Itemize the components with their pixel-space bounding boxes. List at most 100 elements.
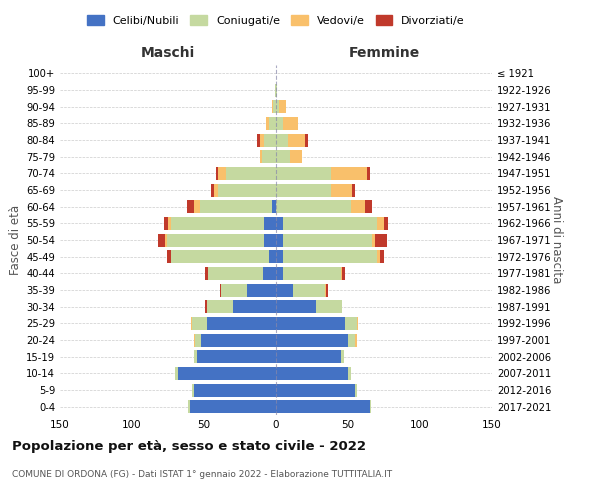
Bar xyxy=(276,384,355,396)
Bar xyxy=(205,267,208,280)
Bar xyxy=(276,184,331,196)
Bar xyxy=(348,367,351,380)
Bar xyxy=(377,250,380,263)
Bar xyxy=(377,217,384,230)
Bar xyxy=(273,100,276,113)
Bar xyxy=(167,250,171,263)
Bar xyxy=(263,267,276,280)
Bar xyxy=(211,184,214,196)
Bar xyxy=(283,267,341,280)
Text: Popolazione per età, sesso e stato civile - 2022: Popolazione per età, sesso e stato civil… xyxy=(12,440,366,453)
Bar xyxy=(265,134,276,146)
Bar xyxy=(283,234,373,246)
Bar xyxy=(276,217,283,230)
Bar xyxy=(367,167,370,180)
Bar xyxy=(272,100,273,113)
Bar xyxy=(276,84,277,96)
Bar xyxy=(276,334,348,346)
Text: COMUNE DI ORDONA (FG) - Dati ISTAT 1° gennaio 2022 - Elaborazione TUTTITALIA.IT: COMUNE DI ORDONA (FG) - Dati ISTAT 1° ge… xyxy=(12,470,392,479)
Bar xyxy=(276,367,348,380)
Bar xyxy=(200,200,272,213)
Bar xyxy=(276,117,283,130)
Bar xyxy=(194,200,200,213)
Bar xyxy=(326,284,328,296)
Bar xyxy=(201,334,276,346)
Bar xyxy=(275,84,276,96)
Bar xyxy=(191,317,193,330)
Bar xyxy=(341,267,342,280)
Bar xyxy=(165,234,167,246)
Text: Maschi: Maschi xyxy=(141,46,195,60)
Bar xyxy=(260,150,262,163)
Bar xyxy=(287,134,305,146)
Bar xyxy=(214,184,218,196)
Bar xyxy=(257,134,260,146)
Bar xyxy=(331,167,367,180)
Bar xyxy=(279,100,286,113)
Bar xyxy=(265,234,276,246)
Bar xyxy=(178,367,276,380)
Bar xyxy=(196,334,201,346)
Bar xyxy=(348,334,355,346)
Bar xyxy=(266,117,269,130)
Bar xyxy=(194,350,197,363)
Bar xyxy=(193,317,207,330)
Bar xyxy=(276,350,341,363)
Bar xyxy=(190,400,276,413)
Bar xyxy=(276,100,279,113)
Bar xyxy=(376,234,387,246)
Bar xyxy=(269,117,276,130)
Bar xyxy=(269,250,276,263)
Bar xyxy=(373,234,376,246)
Bar xyxy=(290,150,302,163)
Bar xyxy=(265,217,276,230)
Bar xyxy=(370,400,371,413)
Bar xyxy=(355,334,356,346)
Bar xyxy=(352,184,355,196)
Bar xyxy=(247,284,276,296)
Bar xyxy=(316,300,342,313)
Bar xyxy=(194,384,276,396)
Bar xyxy=(293,284,325,296)
Bar xyxy=(380,250,384,263)
Bar xyxy=(356,317,358,330)
Bar xyxy=(283,117,298,130)
Bar xyxy=(276,200,351,213)
Bar xyxy=(194,334,196,346)
Bar xyxy=(188,400,190,413)
Bar xyxy=(260,134,265,146)
Bar xyxy=(272,200,276,213)
Bar xyxy=(384,217,388,230)
Bar xyxy=(355,384,356,396)
Bar xyxy=(208,267,263,280)
Bar xyxy=(187,200,194,213)
Bar xyxy=(276,250,283,263)
Bar xyxy=(262,150,276,163)
Bar xyxy=(351,200,365,213)
Bar xyxy=(276,284,293,296)
Bar xyxy=(365,200,373,213)
Bar xyxy=(221,284,247,296)
Bar xyxy=(345,317,356,330)
Bar xyxy=(331,184,352,196)
Bar xyxy=(205,300,207,313)
Y-axis label: Anni di nascita: Anni di nascita xyxy=(550,196,563,284)
Bar xyxy=(218,184,276,196)
Bar xyxy=(276,150,290,163)
Bar xyxy=(276,167,331,180)
Bar xyxy=(220,284,221,296)
Bar xyxy=(164,217,168,230)
Y-axis label: Fasce di età: Fasce di età xyxy=(9,205,22,275)
Bar xyxy=(342,267,345,280)
Bar xyxy=(276,300,316,313)
Bar xyxy=(341,350,344,363)
Bar xyxy=(168,217,171,230)
Bar xyxy=(276,400,370,413)
Bar xyxy=(325,284,326,296)
Bar xyxy=(167,234,265,246)
Bar xyxy=(158,234,165,246)
Bar xyxy=(305,134,308,146)
Bar xyxy=(171,250,269,263)
Bar xyxy=(218,167,226,180)
Legend: Celibi/Nubili, Coniugati/e, Vedovi/e, Divorziati/e: Celibi/Nubili, Coniugati/e, Vedovi/e, Di… xyxy=(83,10,469,30)
